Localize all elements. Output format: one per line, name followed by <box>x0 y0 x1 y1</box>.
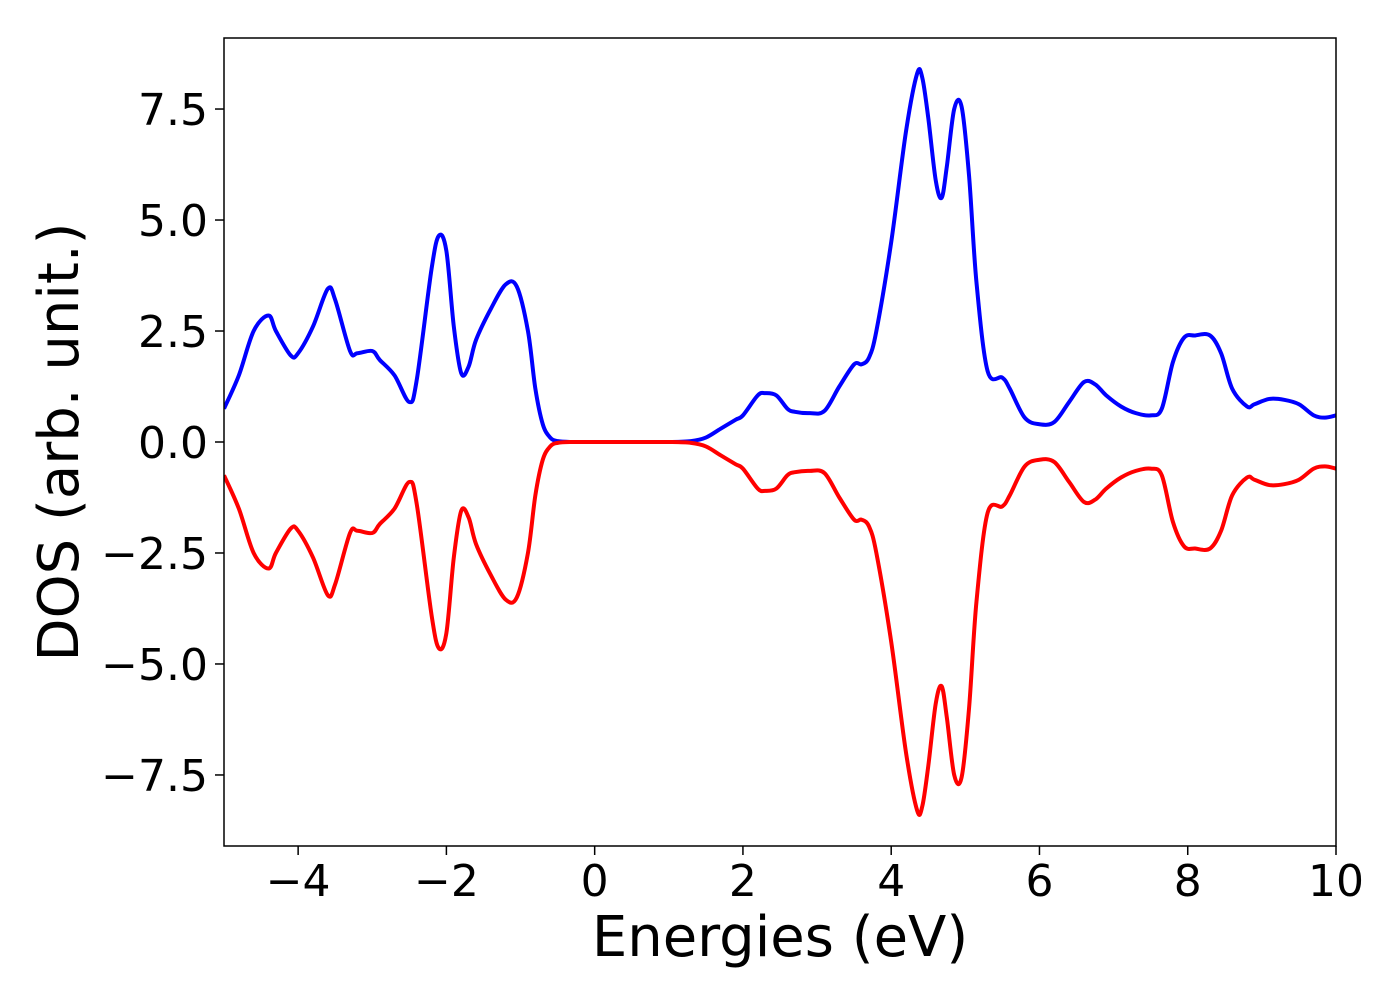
series-line-red <box>224 439 1336 817</box>
y-tick-label: −5.0 <box>101 640 208 691</box>
x-axis-ticks: −4 −2 0 2 4 6 8 10 <box>266 846 1364 907</box>
x-tick-label: 10 <box>1308 856 1364 907</box>
x-tick-label: 6 <box>1025 856 1053 907</box>
x-tick-label: 4 <box>877 856 905 907</box>
series-layer <box>224 67 1336 817</box>
y-tick-label: 7.5 <box>138 85 208 136</box>
y-tick-label: −2.5 <box>101 529 208 580</box>
y-tick-label: 5.0 <box>138 196 208 247</box>
x-tick-label: −4 <box>266 856 331 907</box>
y-axis-title: DOS (arb. unit.) <box>27 222 92 661</box>
y-axis-ticks: 7.5 5.0 2.5 0.0 −2.5 −5.0 −7.5 <box>101 85 224 802</box>
x-axis-title: Energies (eV) <box>592 905 968 970</box>
y-tick-label: 0.0 <box>138 418 208 469</box>
y-tick-label: −7.5 <box>101 751 208 802</box>
plot-frame <box>223 37 1337 847</box>
x-tick-label: 8 <box>1174 856 1202 907</box>
series-line-blue <box>224 67 1336 445</box>
x-tick-label: 0 <box>581 856 609 907</box>
x-tick-label: −2 <box>414 856 479 907</box>
x-tick-label: 2 <box>729 856 757 907</box>
y-tick-label: 2.5 <box>138 307 208 358</box>
